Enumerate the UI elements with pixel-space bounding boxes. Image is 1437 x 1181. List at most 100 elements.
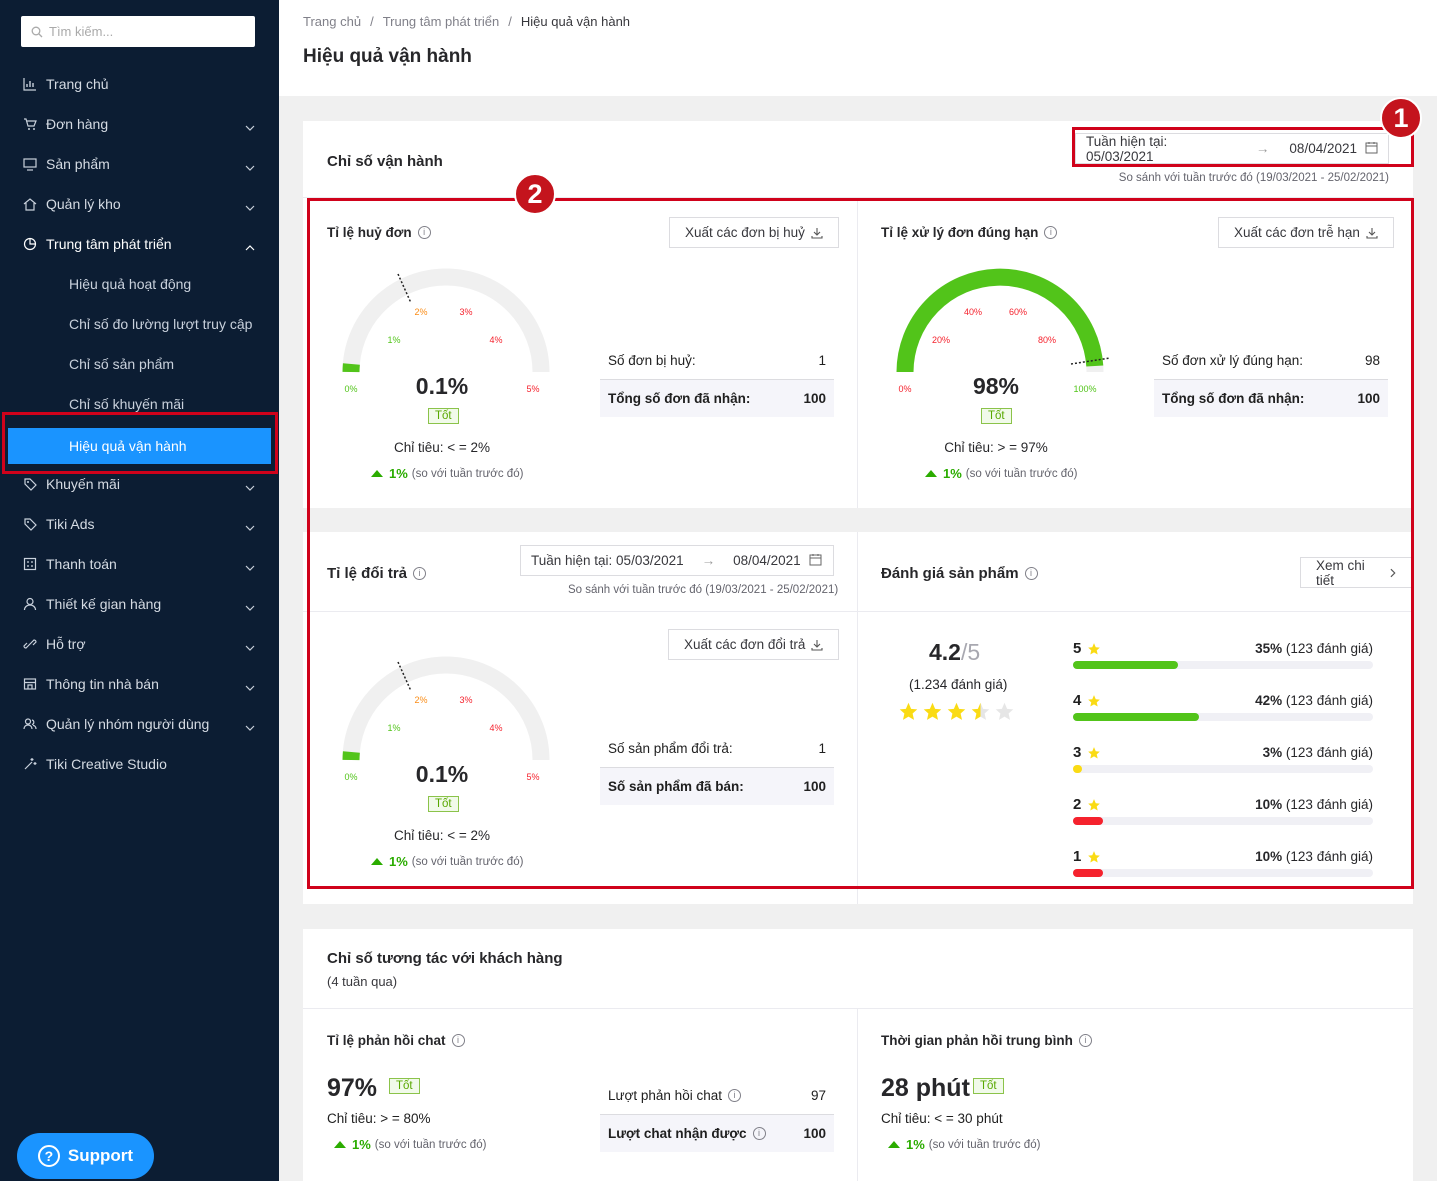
- sidebar-item-payments[interactable]: Thanh toán: [0, 544, 279, 584]
- rating-row-fill: [1073, 661, 1178, 669]
- arrow-up-icon: [888, 1141, 900, 1148]
- date-to: 08/04/2021: [1289, 141, 1357, 156]
- support-button[interactable]: ? Support: [17, 1133, 154, 1179]
- ops-date-range[interactable]: Tuần hiện tại: 05/03/2021 → 08/04/2021: [1075, 133, 1389, 164]
- sidebar-item-store-design[interactable]: Thiết kế gian hàng: [0, 584, 279, 624]
- sidebar-item-tiki-ads[interactable]: Tiki Ads: [0, 504, 279, 544]
- home-icon: [22, 196, 38, 212]
- rating-row-fill: [1073, 765, 1082, 773]
- target-needle: [397, 661, 412, 692]
- sidebar-item-label: Thiết kế gian hàng: [46, 596, 162, 612]
- breadcrumb: Trang chủ / Trung tâm phát triển / Hiệu quả …: [303, 14, 631, 29]
- arrow-right-icon: →: [1255, 141, 1270, 156]
- sidebar-subitem-operations[interactable]: Hiệu quả vận hành: [8, 424, 271, 464]
- rating-row-fill: [1073, 817, 1103, 825]
- info-icon[interactable]: i: [413, 567, 427, 580]
- rating-row-star: 2: [1073, 796, 1101, 813]
- export-cancelled-button[interactable]: Xuất các đơn bị huỷ: [669, 217, 839, 248]
- stat-row: Số sản phẩm đã bán: 100: [600, 767, 834, 805]
- chat-rate-badge: Tốt: [389, 1078, 420, 1094]
- sidebar-subitem-activity[interactable]: Hiệu quả hoạt động: [69, 276, 192, 292]
- returns-date-range[interactable]: Tuần hiện tại: 05/03/2021 → 08/04/2021: [520, 545, 834, 576]
- return-rate-delta: 1% (so với tuần trước đó): [371, 854, 523, 869]
- sidebar-item-creative-studio[interactable]: Tiki Creative Studio: [0, 744, 279, 784]
- star-icon: [1088, 642, 1101, 655]
- support-label: Support: [67, 1146, 134, 1165]
- return-rate-target: Chỉ tiêu: < = 2%: [393, 828, 491, 843]
- response-time-value: 28 phút: [881, 1074, 970, 1102]
- search-input[interactable]: Tìm kiếm...: [21, 16, 255, 47]
- star-icon: [995, 702, 1014, 720]
- sidebar-nav: Trang chủ Đơn hàng Sản phẩm Quản lý kho …: [0, 64, 279, 784]
- sidebar-item-growth-center[interactable]: Trung tâm phát triển: [0, 224, 279, 264]
- info-icon[interactable]: i: [451, 1034, 465, 1047]
- export-returns-button[interactable]: Xuất các đơn đổi trả: [668, 629, 840, 660]
- main-content: Trang chủ / Trung tâm phát triển / Hiệu quả …: [279, 0, 1437, 1181]
- sidebar-subitem-promotion-metrics[interactable]: Chỉ số khuyến mãi: [69, 396, 185, 412]
- stat-row: Số đơn xử lý đúng hạn: 98: [1162, 352, 1380, 368]
- sidebar-item-label: Tiki Creative Studio: [46, 756, 167, 772]
- stat-row: Lượt chat nhận được i 100: [600, 1114, 834, 1152]
- gauge-tick: 0%: [898, 384, 911, 394]
- sidebar-item-label: Tiki Ads: [46, 516, 95, 532]
- sidebar-item-label: Thông tin nhà bán: [46, 676, 159, 692]
- annotation-marker-1: 1: [1380, 97, 1422, 139]
- divider: [303, 611, 1413, 612]
- tag-icon: [22, 476, 38, 492]
- divider: [857, 197, 858, 508]
- date-from: Tuần hiện tại: 05/03/2021: [531, 553, 684, 568]
- sidebar-item-products[interactable]: Sản phẩm: [0, 144, 279, 184]
- users-icon: [22, 716, 38, 732]
- shop-icon: [22, 676, 38, 692]
- sidebar-item-orders[interactable]: Đơn hàng: [0, 104, 279, 144]
- stat-row: Số đơn bị huỷ: 1: [608, 352, 826, 368]
- sidebar-item-home[interactable]: Trang chủ: [0, 64, 279, 104]
- sidebar-item-warehouse[interactable]: Quản lý kho: [0, 184, 279, 224]
- gauge-tick: 40%: [964, 307, 982, 317]
- sidebar-item-label: Sản phẩm: [46, 156, 110, 172]
- info-icon[interactable]: i: [1024, 567, 1038, 580]
- search-placeholder: Tìm kiếm...: [49, 24, 114, 39]
- magic-icon: [22, 756, 38, 772]
- stat-row: Tổng số đơn đã nhận: 100: [600, 379, 834, 417]
- rating-row-percent: 42% (123 đánh giá): [1255, 693, 1373, 708]
- cart-icon: [22, 116, 38, 132]
- ontime-rate-title: Tỉ lệ xử lý đơn đúng hạn i: [881, 225, 1058, 240]
- breadcrumb-growth-center[interactable]: Trung tâm phát triển: [382, 14, 500, 29]
- calendar-icon: [809, 553, 822, 569]
- sidebar-item-support[interactable]: Hỗ trợ: [0, 624, 279, 664]
- sidebar-item-user-groups[interactable]: Quản lý nhóm người dùng: [0, 704, 279, 744]
- chat-rate-target: Chỉ tiêu: > = 80%: [327, 1111, 431, 1126]
- star-icon: [1088, 694, 1101, 707]
- sidebar-item-promotions[interactable]: Khuyến mãi: [0, 464, 279, 504]
- interaction-card: Chỉ số tương tác với khách hàng (4 tuần …: [303, 929, 1413, 1181]
- divider: [303, 1008, 1413, 1009]
- chevron-right-icon: [1390, 568, 1396, 577]
- gauge-tick: 4%: [489, 723, 502, 733]
- info-icon[interactable]: i: [1044, 226, 1058, 239]
- arrow-up-icon: [371, 858, 383, 865]
- return-rate-value: 0.1%: [415, 761, 469, 787]
- chevron-down-icon: [245, 718, 255, 734]
- divider: [303, 197, 1413, 198]
- info-icon[interactable]: i: [417, 226, 431, 239]
- sidebar-subitem-traffic[interactable]: Chỉ số đo lường lượt truy cập: [69, 316, 253, 332]
- star-icon: [1088, 850, 1101, 863]
- rating-stars: [898, 701, 1015, 722]
- breadcrumb-home[interactable]: Trang chủ: [303, 14, 362, 29]
- download-icon: [1366, 227, 1378, 239]
- star-icon: [947, 702, 966, 720]
- export-late-button[interactable]: Xuất các đơn trễ hạn: [1218, 217, 1394, 248]
- sidebar-item-seller-info[interactable]: Thông tin nhà bán: [0, 664, 279, 704]
- chat-rate-delta: 1% (so với tuần trước đó): [334, 1137, 486, 1152]
- view-detail-button[interactable]: Xem chi tiết: [1300, 557, 1413, 588]
- sidebar-subitem-product-metrics[interactable]: Chỉ số sản phẩm: [69, 356, 175, 372]
- section-gap: [303, 508, 1413, 532]
- sidebar-item-label: Thanh toán: [46, 556, 117, 572]
- gauge-tick: 80%: [1038, 335, 1056, 345]
- info-icon[interactable]: i: [1078, 1034, 1092, 1047]
- return-rate-badge: Tốt: [428, 796, 459, 812]
- ontime-rate-badge: Tốt: [981, 408, 1012, 424]
- ontime-stats-table: Số đơn xử lý đúng hạn: 98 Tổng số đơn đã …: [1154, 341, 1388, 417]
- cancel-rate-value: 0.1%: [415, 373, 469, 399]
